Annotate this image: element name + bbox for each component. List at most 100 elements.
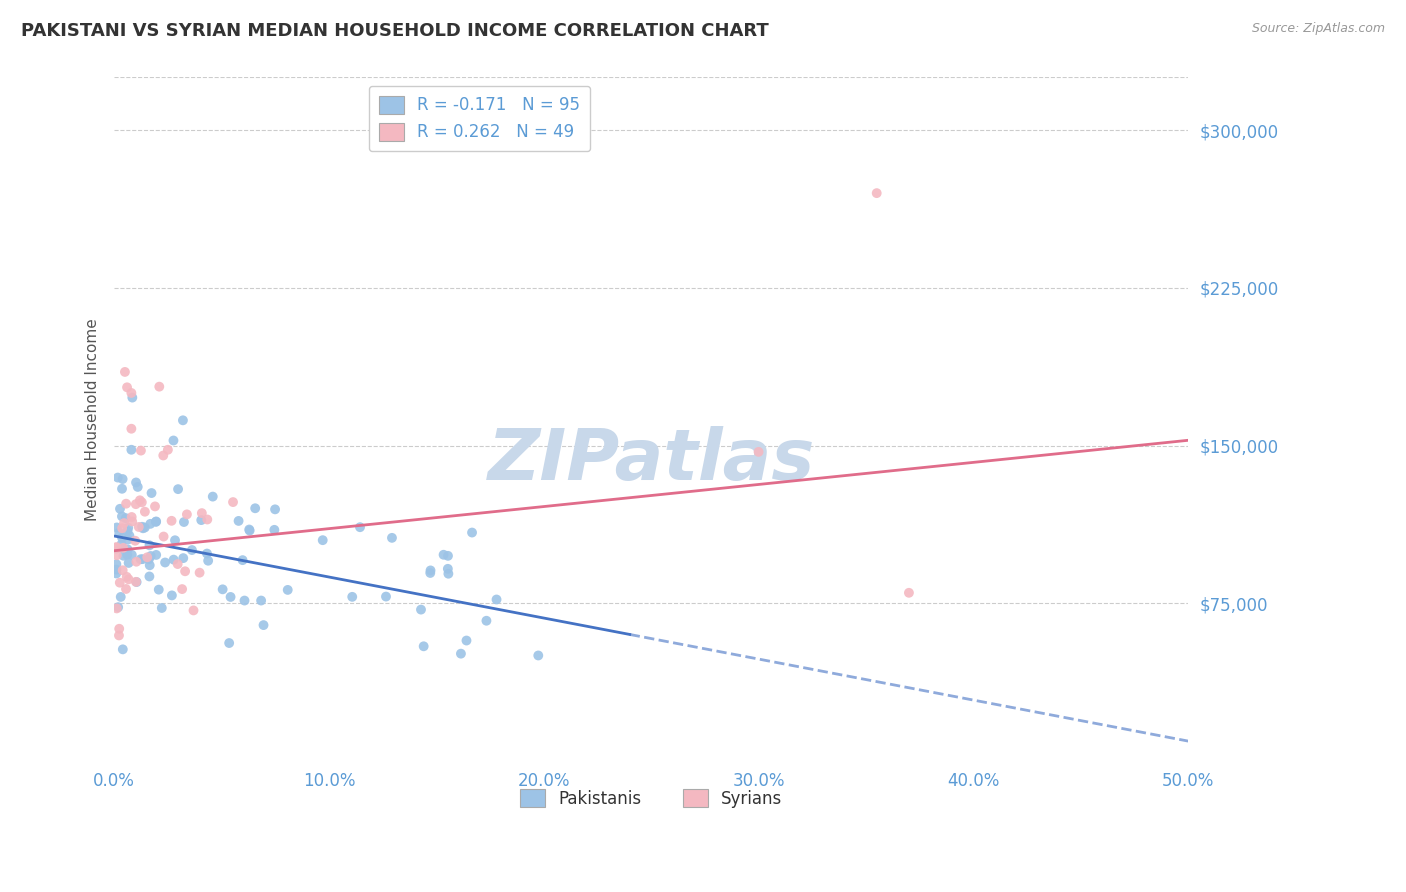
Point [138,558,160,573]
Point [105,520,128,534]
Point [160,514,183,528]
Point [132,521,155,535]
Point [148,379,170,393]
Point [118,529,141,543]
Point [173,515,195,529]
Point [138,538,160,552]
Text: ZIPatlas: ZIPatlas [488,425,815,495]
Point [111,642,134,657]
Point [129,552,152,566]
Point [191,506,214,520]
Point [250,593,273,607]
Point [239,524,262,538]
Point [131,552,153,566]
Point [111,521,134,535]
Point [233,593,256,607]
Point [115,570,138,584]
Point [201,490,224,504]
Point [152,530,174,544]
Point [121,391,143,405]
Point [108,622,131,636]
Point [527,648,550,663]
Point [125,497,148,511]
Point [114,511,136,525]
Point [115,548,138,562]
Point [114,365,136,379]
Point [138,552,160,566]
Point [111,531,134,545]
Point [121,510,143,524]
Point [243,501,266,516]
Point [156,442,179,457]
Point [125,575,148,590]
Point [450,647,472,661]
Text: PAKISTANI VS SYRIAN MEDIAN HOUSEHOLD INCOME CORRELATION CHART: PAKISTANI VS SYRIAN MEDIAN HOUSEHOLD INC… [21,22,769,40]
Point [222,495,245,509]
Y-axis label: Median Household Income: Median Household Income [86,318,100,521]
Point [228,514,250,528]
Point [381,531,404,545]
Point [197,554,219,568]
Point [148,582,170,597]
Point [349,520,371,534]
Point [153,556,176,570]
Point [108,628,131,642]
Point [263,523,285,537]
Point [125,475,148,490]
Point [112,541,135,555]
Point [105,541,128,555]
Point [105,563,128,577]
Point [117,556,139,570]
Point [172,582,194,596]
Point [866,186,889,201]
Point [107,600,129,615]
Point [108,501,131,516]
Point [117,533,139,547]
Point [125,574,148,589]
Point [145,515,167,529]
Point [143,500,166,514]
Point [131,520,153,534]
Point [219,590,242,604]
Point [145,548,167,562]
Point [437,566,460,581]
Point [139,516,162,531]
Point [108,575,131,590]
Point [128,520,150,534]
Point [129,443,152,458]
Point [108,525,131,540]
Point [176,508,198,522]
Point [190,513,212,527]
Point [125,555,148,569]
Point [111,509,134,524]
Text: Source: ZipAtlas.com: Source: ZipAtlas.com [1251,22,1385,36]
Point [145,515,167,529]
Point [121,515,143,529]
Point [475,614,498,628]
Point [437,562,460,576]
Point [419,563,441,577]
Point [437,549,460,563]
Point [188,566,211,580]
Point [136,550,159,565]
Point [166,557,188,571]
Point [195,547,218,561]
Point [117,521,139,535]
Point [277,582,299,597]
Point [110,590,132,604]
Point [218,636,240,650]
Point [111,482,134,496]
Point [232,553,254,567]
Point [117,572,139,586]
Point [160,588,183,602]
Point [264,502,287,516]
Point [105,540,128,554]
Point [107,470,129,484]
Point [139,549,162,563]
Point [111,563,134,577]
Point [152,449,174,463]
Point [105,541,128,556]
Point [131,495,153,509]
Point [105,549,128,563]
Point [181,543,204,558]
